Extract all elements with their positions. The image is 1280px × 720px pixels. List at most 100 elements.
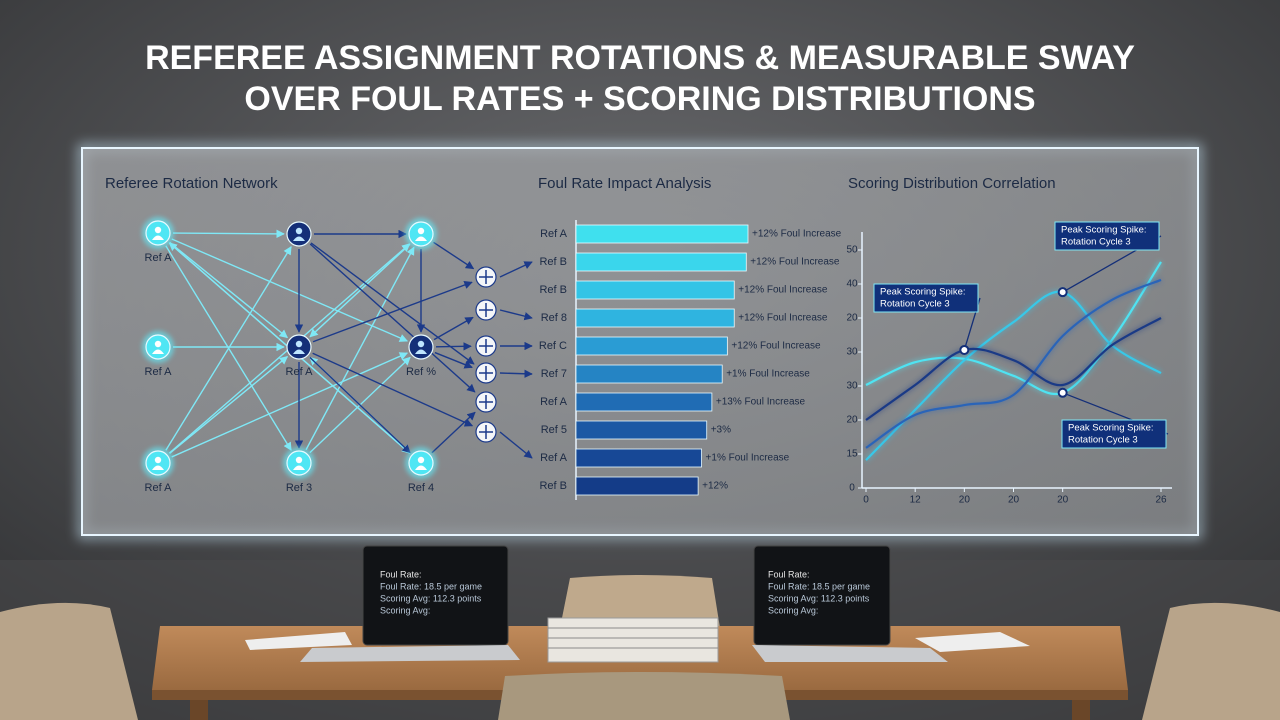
laptop-text: Scoring Avg:: [380, 605, 430, 615]
page-title: REFEREE ASSIGNMENT ROTATIONS & MEASURABL…: [145, 39, 1135, 77]
network-edge: [305, 246, 415, 451]
network-edge: [431, 411, 476, 454]
laptop-text: Foul Rate: 18.5 per game: [768, 581, 870, 591]
node-label: Ref %: [406, 366, 436, 378]
bar: [575, 364, 723, 384]
bar-category: Ref C: [539, 340, 567, 352]
bar: [575, 392, 713, 412]
network-title: Referee Rotation Network: [105, 175, 278, 192]
bar-category: Ref B: [539, 480, 567, 492]
ball-icon: [479, 425, 493, 439]
series-line: [865, 278, 1162, 449]
ball-icon: [479, 366, 493, 380]
bar: [575, 252, 747, 272]
y-tick-label: 50: [846, 245, 858, 256]
network-edge: [165, 246, 292, 451]
annotation-text: Rotation Cycle 3: [1068, 435, 1138, 446]
bar: [575, 420, 708, 440]
annotation-text: Rotation Cycle 3: [880, 299, 950, 310]
laptop-text: Scoring Avg:: [768, 605, 818, 615]
network-edge: [499, 369, 533, 378]
table-leg: [190, 700, 208, 720]
bar-annotation: +12% Foul Increase: [752, 229, 842, 240]
network-edge: [169, 355, 289, 455]
paper-lines: [548, 627, 718, 649]
annotation-text: Peak Scoring Spike:: [1061, 225, 1147, 236]
y-tick-label: 15: [846, 449, 858, 460]
series-line: [865, 261, 1162, 396]
bar-category: Ref 7: [541, 368, 567, 380]
network-edge: [310, 242, 475, 365]
person-icon: [152, 465, 164, 470]
y-tick-label: 40: [846, 279, 858, 290]
person-icon: [295, 227, 303, 235]
bar-category: Ref B: [539, 284, 567, 296]
bar-annotation: +3%: [711, 425, 731, 436]
notepad: [245, 632, 352, 650]
bar: [575, 280, 735, 300]
person-icon: [417, 340, 425, 348]
point-marker: [1057, 387, 1068, 398]
network-edge: [309, 243, 411, 338]
network-edge: [499, 309, 533, 321]
bar-annotation: +1% Foul Increase: [726, 369, 810, 380]
person-icon: [152, 235, 164, 240]
network-edge: [309, 243, 476, 393]
bar-category: Ref B: [539, 256, 567, 268]
bar-annotation: +1% Foul Increase: [706, 453, 790, 464]
x-tick-label: 20: [959, 495, 971, 506]
x-tick-label: 20: [1057, 495, 1069, 506]
laptop-text: Scoring Avg: 112.3 points: [380, 593, 482, 603]
paper-stack: [547, 617, 719, 663]
x-tick-label: 20: [1008, 495, 1020, 506]
laptop-text: Foul Rate: 18.5 per game: [380, 581, 482, 591]
chair-back: [560, 575, 720, 628]
chair: [0, 602, 138, 720]
node-label: Ref 4: [408, 482, 434, 494]
person-icon: [417, 227, 425, 235]
table-leg: [1072, 700, 1090, 720]
laptop-texts: Foul Rate: Foul Rate: 18.5 per game Scorin…: [380, 569, 870, 615]
chart-title: Foul Rate Impact Analysis: [538, 175, 711, 192]
ball-icon: [479, 270, 493, 284]
node-label: Ref A: [145, 366, 173, 378]
person-icon: [295, 340, 303, 348]
network-edge: [499, 261, 533, 278]
person-icon: [415, 236, 427, 241]
bar-category: Ref A: [540, 228, 568, 240]
laptop-text: Foul Rate:: [380, 569, 422, 579]
laptop-text: Scoring Avg: 112.3 points: [768, 593, 870, 603]
network-edge: [433, 316, 474, 341]
chart-title: Scoring Distribution Correlation: [848, 175, 1056, 192]
laptop-screen: [753, 545, 891, 646]
annotation-text: Peak Scoring Spike:: [1068, 423, 1154, 434]
network-edge: [171, 238, 409, 342]
point-marker: [959, 344, 970, 355]
bar-annotation: +12% Foul Increase: [738, 285, 828, 296]
y-tick-label: 20: [846, 415, 858, 426]
bar: [575, 448, 702, 468]
person-icon: [417, 456, 425, 464]
person-icon: [154, 456, 162, 464]
person-icon: [293, 236, 305, 241]
network-edge: [435, 342, 472, 351]
node-label: Ref A: [145, 482, 173, 494]
network-edge: [169, 241, 288, 339]
person-icon: [415, 349, 427, 354]
bar: [575, 336, 728, 356]
annotation-box: [1054, 221, 1160, 251]
bar: [575, 308, 735, 328]
network-edge: [312, 352, 474, 427]
person-icon: [152, 349, 164, 354]
series-line: [865, 317, 1162, 421]
person-icon: [415, 465, 427, 470]
annotation-text: Peak Scoring Spike:: [880, 287, 966, 298]
y-tick-label: 30: [846, 381, 858, 392]
node-label: Ref A: [286, 366, 314, 378]
person-icon: [154, 226, 162, 234]
bar-category: Ref 8: [541, 312, 567, 324]
bar-annotation: +12% Foul Increase: [750, 257, 840, 268]
ball-icon: [479, 339, 493, 353]
